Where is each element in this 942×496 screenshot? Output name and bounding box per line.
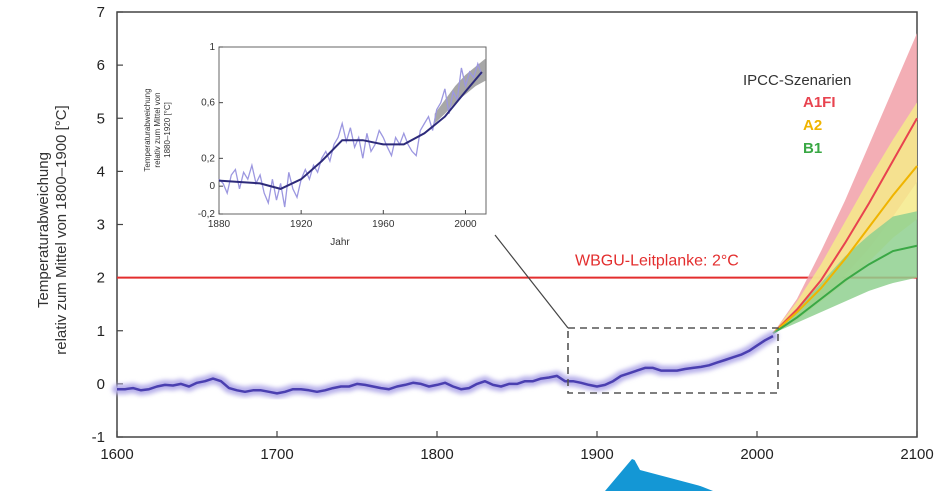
main-axes: 1600 1700 1800 1900 2000 2100 -1 0 1 2 3 4 5 6 7 [92, 4, 934, 463]
y-tick-label: -1 [92, 429, 105, 446]
y-tick-label: 1 [97, 323, 105, 340]
inset-x-tick-label: 1920 [290, 219, 313, 230]
main-y-label-line-2: relativ zum Mittel von 1800–1900 [°C] [53, 105, 70, 354]
zoom-box [567, 327, 779, 394]
inset-y-tick-label: 0,6 [201, 98, 215, 109]
scenario-line-a2 [772, 165, 918, 335]
x-tick-label: 2100 [900, 446, 933, 463]
main-y-label-line-1: Temperaturabweichung [35, 152, 52, 308]
inset-y-tick-label: 0 [209, 181, 215, 192]
y-tick-label: 6 [97, 57, 105, 74]
x-tick-label: 1600 [100, 446, 133, 463]
inset-x-tick-label: 2000 [454, 219, 477, 230]
x-tick-label: 1800 [420, 446, 453, 463]
legend-b1: B1 [803, 140, 822, 157]
inset-y-label: Temperaturabweichung relativ zum Mittel … [143, 88, 172, 171]
inset-smoothed-line [218, 71, 483, 190]
y-tick-label: 3 [97, 217, 105, 234]
inset-x-tick-label: 1960 [372, 219, 395, 230]
zoom-connector [494, 234, 569, 329]
legend-a2: A2 [803, 117, 822, 134]
y-tick-label: 2 [97, 270, 105, 287]
inset-axes: 1880 1920 1960 2000 -0,2 0 0,2 0,6 1 [198, 42, 477, 230]
inset-y-label-line-1: Temperaturabweichung [143, 88, 152, 171]
inset-y-tick-label: 1 [209, 42, 215, 53]
inset-x-tick-label: 1880 [208, 219, 231, 230]
scenario-line-b1 [772, 244, 918, 335]
scenario-band-a2 [773, 102, 917, 334]
legend-title: IPCC-Szenarien [743, 72, 851, 89]
y-tick-label: 0 [97, 376, 105, 393]
y-tick-label: 5 [97, 110, 105, 127]
inset-x-label: Jahr [330, 237, 350, 248]
legend-a1fi: A1FI [803, 94, 836, 111]
inset-y-label-line-3: 1880–1920 [°C] [163, 102, 172, 158]
scenario-legend: IPCC-Szenarien A1FI A2 B1 [743, 72, 851, 157]
scenario-line-a1fi [772, 117, 918, 335]
x-tick-label: 1700 [260, 446, 293, 463]
inset-y-tick-label: -0,2 [198, 209, 216, 220]
guardrail-label: WBGU-Leitplanke: 2°C [575, 253, 739, 270]
main-y-axis-label: Temperaturabweichung relativ zum Mittel … [35, 105, 70, 354]
y-tick-label: 4 [97, 163, 105, 180]
history-line [117, 334, 774, 395]
scenario-projections [772, 33, 918, 335]
inset-y-tick-label: 0,2 [201, 153, 215, 164]
x-tick-label: 2000 [740, 446, 773, 463]
x-tick-label: 1900 [580, 446, 613, 463]
inset-chart: 1880 1920 1960 2000 -0,2 0 0,2 0,6 1 Jahr Temper… [143, 42, 487, 248]
inset-plot-frame [218, 46, 487, 215]
scenario-band-b1 [773, 211, 917, 334]
inset-y-label-line-2: relativ zum Mittel von [153, 92, 162, 167]
y-tick-label: 7 [97, 4, 105, 21]
decorative-white-shape [628, 440, 708, 488]
inset-annual-line [218, 61, 483, 208]
